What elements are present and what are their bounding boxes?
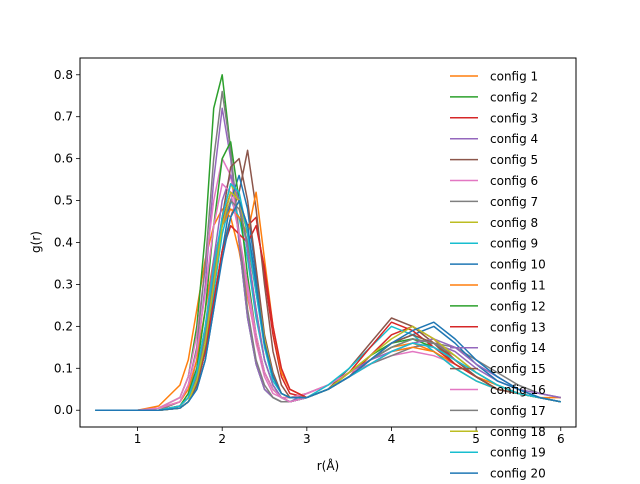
legend-label-15: config 15 bbox=[490, 362, 546, 376]
legend-label-18: config 18 bbox=[490, 425, 546, 439]
y-tick-label: 0.5 bbox=[54, 194, 73, 208]
x-tick-label: 5 bbox=[472, 432, 480, 446]
legend-label-7: config 7 bbox=[490, 195, 538, 209]
y-tick-label: 0.4 bbox=[54, 236, 73, 250]
legend-label-10: config 10 bbox=[490, 258, 546, 272]
y-tick-label: 0.6 bbox=[54, 152, 73, 166]
legend-label-3: config 3 bbox=[490, 111, 538, 125]
legend: config 1 config 2 config 3 config 4 config 5… bbox=[450, 70, 546, 481]
legend-label-6: config 6 bbox=[490, 174, 538, 188]
x-tick-label: 2 bbox=[218, 432, 226, 446]
legend-label-5: config 5 bbox=[490, 153, 538, 167]
legend-label-16: config 16 bbox=[490, 383, 546, 397]
x-tick-label: 3 bbox=[303, 432, 311, 446]
series-line-20 bbox=[95, 199, 561, 411]
legend-label-1: config 1 bbox=[490, 70, 538, 84]
x-axis-ticks: 1 2 3 4 5 6 bbox=[134, 427, 565, 446]
legend-label-9: config 9 bbox=[490, 237, 538, 251]
x-tick-label: 6 bbox=[557, 432, 565, 446]
x-tick-label: 4 bbox=[388, 432, 396, 446]
legend-label-20: config 20 bbox=[490, 467, 546, 480]
legend-label-11: config 11 bbox=[490, 279, 546, 293]
y-axis-ticks: 0.0 0.1 0.2 0.3 0.4 0.5 0.6 0.7 0.8 bbox=[54, 68, 80, 417]
y-tick-label: 0.8 bbox=[54, 68, 73, 82]
y-tick-label: 0.1 bbox=[54, 361, 73, 375]
y-tick-label: 0.3 bbox=[54, 277, 73, 291]
legend-label-19: config 19 bbox=[490, 446, 546, 460]
legend-label-13: config 13 bbox=[490, 320, 546, 334]
series-line-19 bbox=[95, 183, 561, 411]
legend-label-2: config 2 bbox=[490, 90, 538, 104]
x-axis-label: r(Å) bbox=[317, 458, 340, 473]
y-tick-label: 0.7 bbox=[54, 110, 73, 124]
legend-label-17: config 17 bbox=[490, 404, 546, 418]
x-tick-label: 1 bbox=[134, 432, 142, 446]
y-tick-label: 0.0 bbox=[54, 403, 73, 417]
legend-label-14: config 14 bbox=[490, 341, 546, 355]
legend-label-8: config 8 bbox=[490, 216, 538, 230]
y-axis-label: g(r) bbox=[29, 231, 43, 253]
legend-label-12: config 12 bbox=[490, 299, 546, 313]
legend-label-4: config 4 bbox=[490, 132, 538, 146]
y-tick-label: 0.2 bbox=[54, 319, 73, 333]
